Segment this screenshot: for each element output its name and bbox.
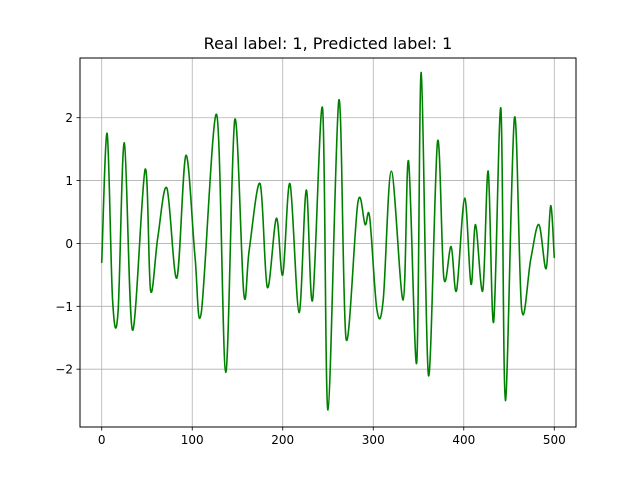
y-tick-label: −2 [55, 363, 73, 377]
y-tick-label: 2 [65, 111, 73, 125]
chart-title: Real label: 1, Predicted label: 1 [204, 34, 453, 53]
y-tick-label: 1 [65, 174, 73, 188]
x-tick-label: 200 [271, 433, 294, 447]
x-tick-label: 500 [543, 433, 566, 447]
y-tick-label: 0 [65, 237, 73, 251]
x-tick-label: 400 [452, 433, 475, 447]
x-tick-label: 0 [98, 433, 106, 447]
x-tick-label: 100 [181, 433, 204, 447]
x-tick-label: 300 [362, 433, 385, 447]
y-tick-label: −1 [55, 300, 73, 314]
